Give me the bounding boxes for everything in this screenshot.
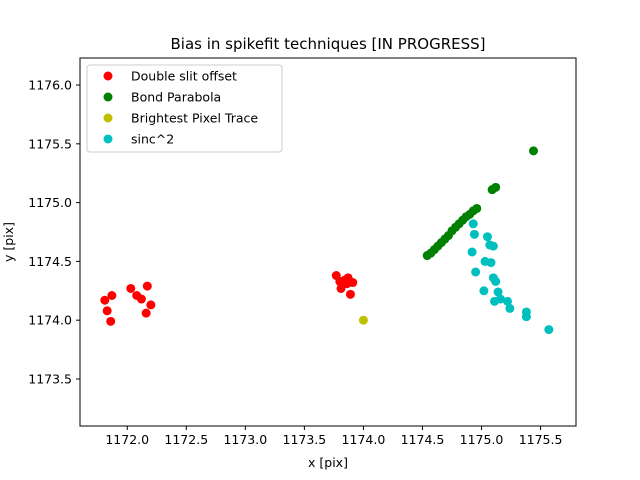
- data-point: [479, 286, 489, 296]
- x-tick-label: 1174.0: [342, 432, 386, 447]
- y-tick-label: 1175.0: [28, 195, 72, 210]
- x-tick-label: 1173.5: [283, 432, 327, 447]
- x-tick-label: 1175.0: [460, 432, 504, 447]
- data-point: [491, 276, 501, 286]
- data-point: [521, 312, 531, 322]
- x-tick-label: 1172.5: [164, 432, 208, 447]
- legend-marker: [103, 134, 113, 144]
- y-axis-label: y [pix]: [1, 222, 16, 262]
- marks-layer: [100, 146, 554, 335]
- legend-marker: [103, 71, 113, 81]
- data-point: [141, 308, 151, 318]
- data-point: [505, 303, 515, 313]
- data-point: [348, 278, 358, 288]
- data-point: [471, 267, 481, 277]
- x-tick-label: 1175.5: [519, 432, 563, 447]
- legend-marker: [103, 113, 113, 123]
- data-point: [495, 294, 505, 304]
- data-point: [486, 258, 496, 268]
- legend-box: [86, 64, 283, 153]
- legend-items: Double slit offset Bond Parabola Brightest…: [103, 69, 258, 147]
- legend-label: Bond Parabola: [131, 90, 221, 105]
- data-point: [358, 315, 368, 325]
- data-point: [482, 232, 492, 242]
- data-point: [472, 203, 482, 213]
- legend-label: Double slit offset: [131, 69, 237, 84]
- y-tick-label: 1175.5: [28, 136, 72, 151]
- data-point: [488, 241, 498, 251]
- chart-title: Bias in spikefit techniques [IN PROGRESS…: [171, 35, 486, 53]
- data-point: [146, 300, 156, 310]
- data-point: [102, 306, 112, 316]
- data-point: [467, 247, 477, 257]
- data-point: [345, 289, 355, 299]
- data-point: [106, 316, 116, 326]
- y-tick-label: 1174.0: [28, 313, 72, 328]
- x-axis-ticks: 1172.0 1172.5 1173.0 1173.5 1174.0 1174.5 1175…: [105, 426, 562, 447]
- data-point: [469, 229, 479, 239]
- data-point: [136, 294, 146, 304]
- data-point: [491, 182, 501, 192]
- y-axis-ticks: 1173.5 1174.0 1174.5 1175.0 1175.5 1176.0: [28, 78, 80, 386]
- data-point: [142, 281, 152, 291]
- legend-label: sinc^2: [131, 132, 174, 147]
- data-point: [468, 219, 478, 229]
- x-axis-label: x [pix]: [308, 455, 348, 470]
- plot-frame: [79, 57, 577, 427]
- y-tick-label: 1174.5: [28, 254, 72, 269]
- data-point: [126, 283, 136, 293]
- legend-label: Brightest Pixel Trace: [131, 111, 258, 126]
- x-tick-label: 1172.0: [105, 432, 149, 447]
- x-tick-label: 1173.0: [223, 432, 267, 447]
- data-point: [544, 325, 554, 335]
- legend-marker: [103, 92, 113, 102]
- data-point: [503, 296, 512, 306]
- data-point: [493, 287, 503, 297]
- x-tick-label: 1174.5: [401, 432, 445, 447]
- y-tick-label: 1173.5: [28, 371, 72, 386]
- y-tick-label: 1176.0: [28, 78, 72, 93]
- legend: Double slit offset Bond Parabola Brightest…: [86, 64, 283, 153]
- data-point: [107, 291, 117, 300]
- data-point: [528, 146, 538, 156]
- data-point: [100, 295, 110, 305]
